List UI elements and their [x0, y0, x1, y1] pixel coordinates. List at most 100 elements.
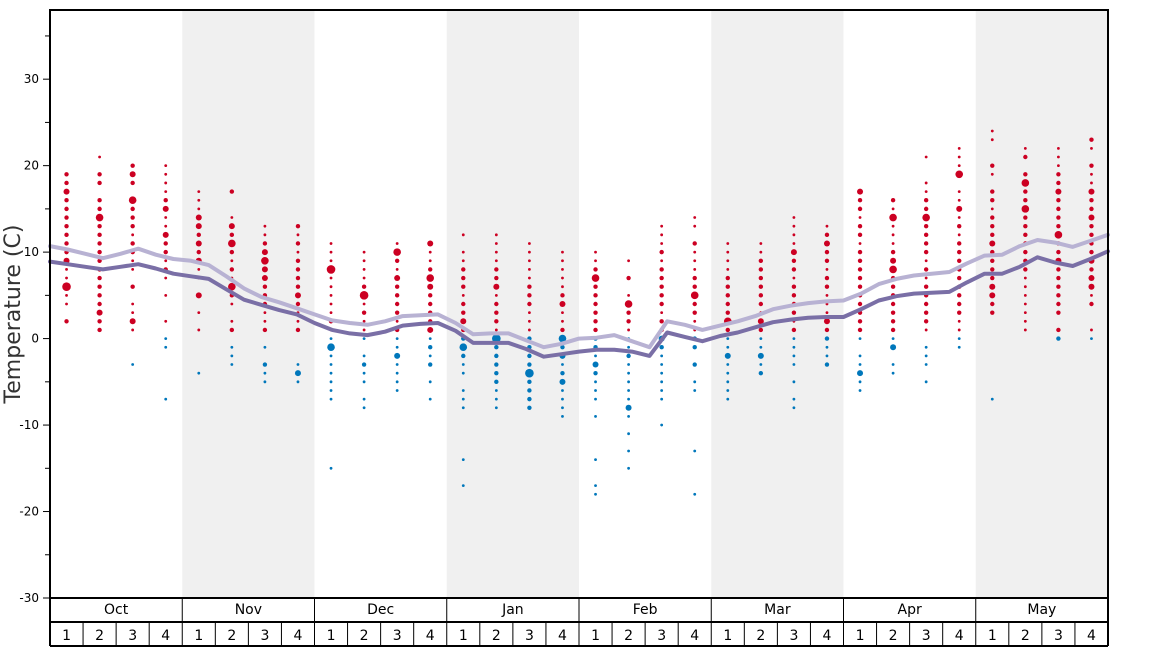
- temperature-dot: [361, 284, 367, 289]
- temperature-dot: [627, 293, 630, 297]
- temperature-dot: [956, 205, 963, 212]
- temperature-dot: [461, 250, 465, 254]
- month-label: Feb: [633, 602, 658, 618]
- lower-trend-line: [48, 249, 1110, 359]
- temperature-dot: [1056, 310, 1061, 315]
- temperature-dot: [824, 232, 830, 238]
- temperature-dot: [197, 198, 201, 202]
- y-axis-label: Temperature (C): [1, 225, 26, 405]
- temperature-dot: [329, 397, 333, 401]
- temperature-dot: [858, 242, 862, 245]
- temperature-dot: [1089, 137, 1094, 142]
- temperature-dot: [558, 334, 567, 343]
- temperature-dot: [1023, 223, 1028, 229]
- temperature-dot: [660, 224, 664, 228]
- temperature-dot: [957, 275, 962, 281]
- temperature-dot: [527, 396, 532, 402]
- temperature-dot: [693, 250, 697, 254]
- temperature-dot: [957, 198, 961, 202]
- temperature-dot: [131, 328, 135, 332]
- temperature-dot: [758, 293, 764, 298]
- temperature-dot: [96, 309, 103, 316]
- temperature-dot: [329, 389, 333, 392]
- temperature-dot: [329, 466, 333, 470]
- temperature-dot: [65, 293, 68, 297]
- temperature-dot: [725, 275, 730, 281]
- temperature-dot: [625, 404, 632, 411]
- temperature-dot: [494, 293, 498, 297]
- y-tick-label: -30: [19, 591, 39, 605]
- week-label: 2: [95, 628, 104, 644]
- temperature-dot: [825, 311, 829, 315]
- temperature-dot: [329, 363, 333, 366]
- temperature-dot: [923, 206, 929, 212]
- temperature-dot: [626, 310, 631, 315]
- temperature-dot: [693, 319, 697, 323]
- temperature-dot: [593, 267, 598, 272]
- temperature-dot: [494, 397, 498, 401]
- temperature-dot: [627, 345, 630, 349]
- temperature-dot: [957, 164, 961, 168]
- temperature-dot: [693, 449, 697, 453]
- week-label: 3: [1054, 628, 1063, 644]
- temperature-dot: [725, 327, 730, 333]
- week-label: 4: [558, 628, 567, 644]
- temperature-dot: [64, 232, 69, 238]
- temperature-dot: [824, 258, 830, 263]
- temperature-dot: [1054, 231, 1063, 239]
- temperature-dot: [197, 190, 201, 193]
- temperature-dot: [394, 301, 400, 307]
- temperature-dot: [726, 345, 730, 349]
- temperature-dot: [891, 233, 895, 237]
- temperature-dot: [164, 216, 168, 219]
- temperature-dot: [891, 337, 895, 340]
- temperature-dot: [130, 223, 135, 229]
- temperature-dot: [758, 370, 764, 376]
- temperature-dot: [97, 301, 102, 307]
- temperature-dot: [626, 275, 631, 281]
- temperature-dot: [195, 223, 202, 230]
- temperature-dot: [726, 337, 730, 340]
- temperature-dot: [461, 363, 465, 366]
- temperature-dot: [393, 248, 401, 256]
- temperature-dot: [131, 268, 135, 271]
- temperature-dot: [924, 380, 928, 384]
- temperature-dot: [97, 293, 102, 298]
- temperature-dot: [329, 337, 333, 340]
- temperature-dot: [329, 380, 333, 384]
- temperature-dot: [924, 190, 928, 193]
- temperature-dot: [1023, 215, 1028, 220]
- temperature-dot: [594, 415, 597, 418]
- temperature-dot: [164, 190, 168, 193]
- temperature-dot: [395, 389, 399, 392]
- temperature-dot: [164, 293, 168, 297]
- week-label: 2: [756, 628, 765, 644]
- temperature-dot: [197, 207, 201, 211]
- temperature-dot: [362, 380, 366, 384]
- temperature-dot: [461, 371, 465, 375]
- temperature-dot: [759, 337, 763, 340]
- temperature-dot: [131, 233, 135, 237]
- temperature-dot: [494, 259, 498, 263]
- temperature-dot: [626, 319, 631, 324]
- temperature-dot: [64, 241, 69, 246]
- temperature-dot: [1090, 181, 1093, 185]
- week-label: 3: [922, 628, 931, 644]
- temperature-dot: [1089, 223, 1094, 229]
- x-axis: Oct Nov Dec Jan Feb Mar Apr May 1 2 3 4 1 2 3 4 1 2 3 4 1 2 3 4…: [49, 597, 1109, 647]
- temperature-dot: [327, 343, 335, 352]
- temperature-dot: [758, 327, 764, 333]
- temperature-dot: [923, 310, 929, 315]
- temperature-dot: [163, 198, 168, 203]
- temperature-dot: [426, 274, 435, 282]
- temperature-dot: [627, 380, 630, 384]
- temperature-dot: [792, 233, 796, 237]
- temperature-dot: [560, 293, 565, 298]
- temperature-dot: [857, 249, 863, 255]
- temperature-dot: [130, 241, 135, 246]
- temperature-dot: [1023, 276, 1027, 280]
- temperature-dot: [1023, 285, 1027, 289]
- temperature-dot: [196, 249, 201, 255]
